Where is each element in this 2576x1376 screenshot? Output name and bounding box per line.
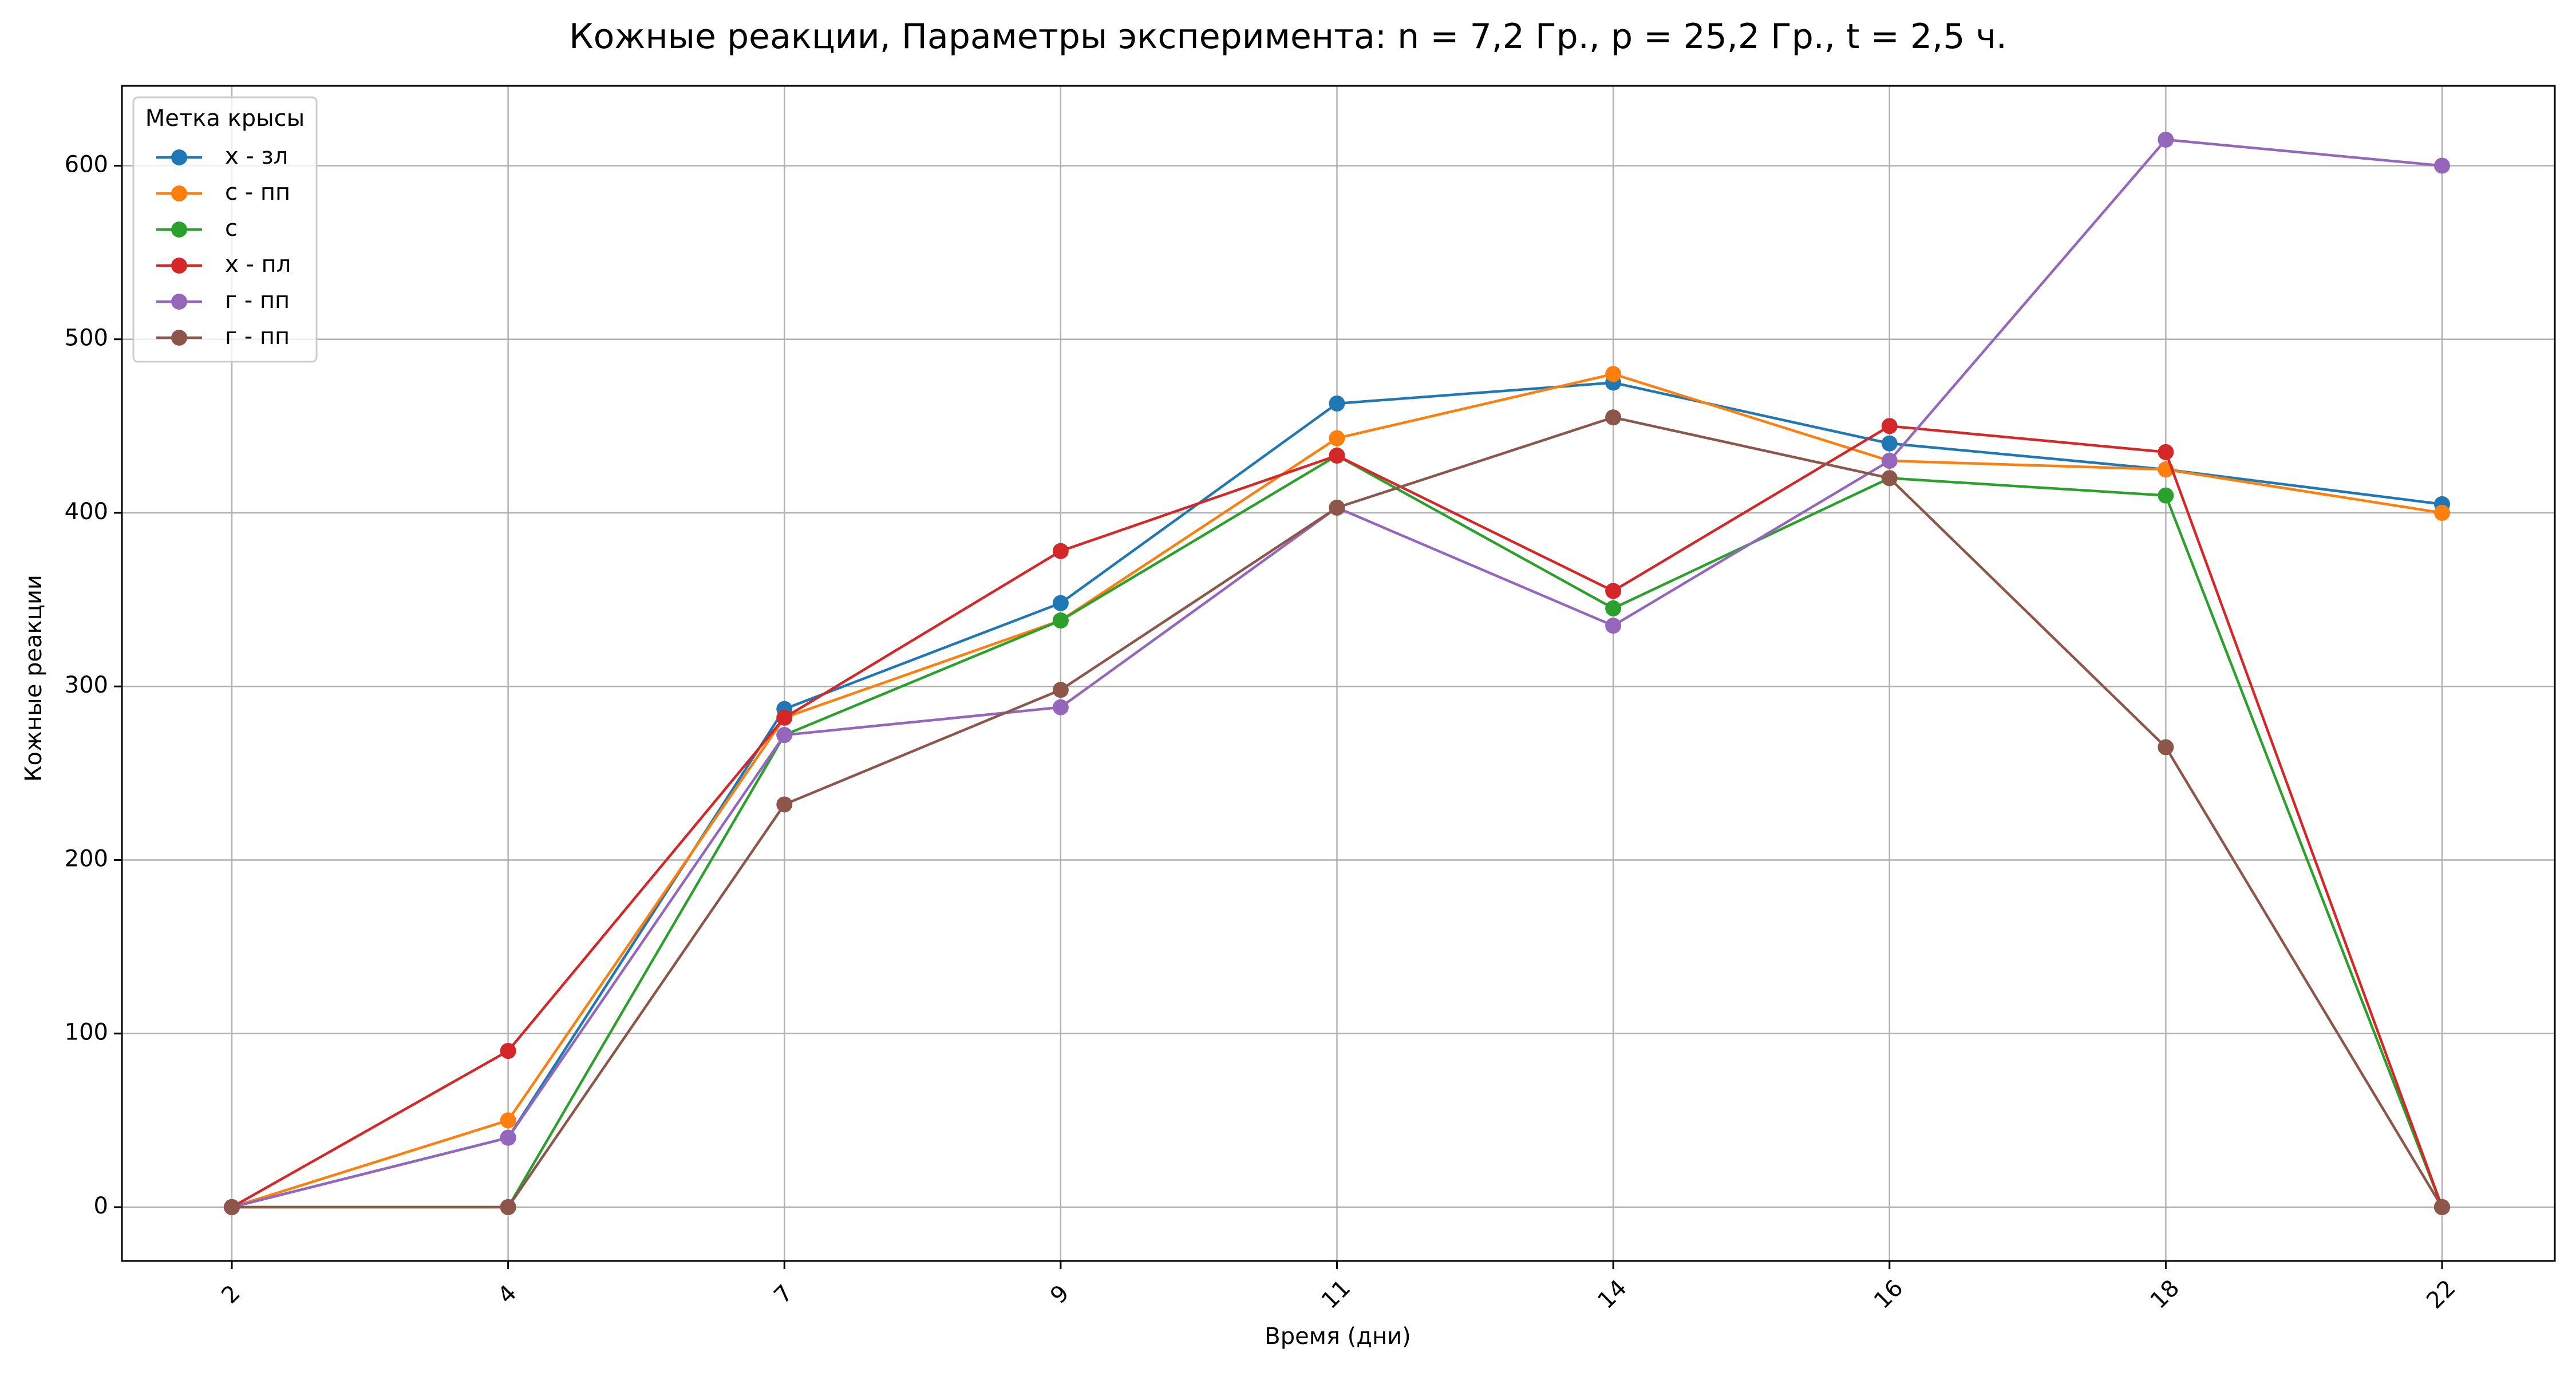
data-point: [776, 709, 793, 726]
plot-area-frame: [121, 85, 2556, 1262]
data-point: [500, 1043, 516, 1059]
data-point: [776, 727, 793, 744]
legend-label: с - пп: [225, 179, 290, 205]
legend-marker: [171, 294, 187, 310]
data-point: [1605, 366, 1622, 382]
data-point: [1881, 418, 1898, 434]
legend-item: х - пл: [156, 251, 291, 278]
data-point: [776, 796, 793, 813]
legend-label: г - пп: [225, 323, 290, 350]
y-tick-label: 500: [65, 325, 108, 351]
legend-label: х - зл: [225, 143, 288, 169]
legend-item: с: [156, 215, 238, 242]
x-axis-label: Время (дни): [1265, 1323, 1411, 1350]
data-point: [1881, 453, 1898, 469]
legend-marker: [171, 330, 187, 346]
legend-label: х - пл: [225, 251, 291, 278]
data-point: [1605, 600, 1622, 616]
data-point: [1052, 612, 1069, 629]
data-point: [1052, 595, 1069, 611]
data-point: [1881, 470, 1898, 487]
data-point: [1329, 430, 1345, 446]
legend: Метка крысы х - зл с - пп с х - пл г - пп г -…: [132, 96, 318, 363]
legend-item: г - пп: [156, 323, 290, 350]
data-point: [1329, 499, 1345, 516]
data-point: [1605, 409, 1622, 426]
legend-item: с - пп: [156, 179, 290, 205]
y-tick-label: 300: [65, 672, 108, 698]
data-point: [1052, 699, 1069, 715]
data-point: [2158, 444, 2174, 460]
series-group: [224, 132, 2450, 1215]
data-point: [2434, 504, 2450, 521]
data-point: [1329, 395, 1345, 412]
legend-label: с: [225, 215, 238, 242]
legend-marker: [171, 258, 187, 274]
legend-marker: [171, 185, 187, 201]
data-point: [2158, 739, 2174, 756]
data-point: [1605, 618, 1622, 634]
series-6: [224, 409, 2450, 1215]
legend-title: Метка крысы: [145, 105, 305, 132]
y-tick-label: 100: [65, 1019, 108, 1046]
data-point: [1052, 543, 1069, 559]
data-point: [500, 1112, 516, 1129]
data-point: [2158, 132, 2174, 148]
y-tick-label: 200: [65, 845, 108, 872]
data-point: [1052, 682, 1069, 698]
data-point: [2434, 157, 2450, 174]
legend-marker: [171, 222, 187, 238]
data-point: [500, 1199, 516, 1215]
data-point: [2158, 487, 2174, 504]
chart-title: Кожные реакции, Параметры эксперимента: …: [569, 17, 2007, 57]
y-axis-label: Кожные реакции: [21, 575, 47, 782]
data-point: [1605, 583, 1622, 599]
legend-items: х - зл с - пп с х - пл г - пп г - пп: [156, 143, 291, 350]
y-tick-label: 0: [94, 1193, 108, 1219]
legend-item: х - зл: [156, 143, 288, 169]
legend-item: г - пп: [156, 287, 290, 314]
data-point: [224, 1199, 240, 1215]
data-point: [2434, 1199, 2450, 1215]
legend-marker: [171, 149, 187, 165]
y-tick-label: 400: [65, 499, 108, 525]
y-tick-label: 600: [65, 151, 108, 177]
data-point: [500, 1129, 516, 1146]
data-point: [1881, 435, 1898, 452]
data-point: [1329, 447, 1345, 464]
legend-label: г - пп: [225, 287, 290, 314]
